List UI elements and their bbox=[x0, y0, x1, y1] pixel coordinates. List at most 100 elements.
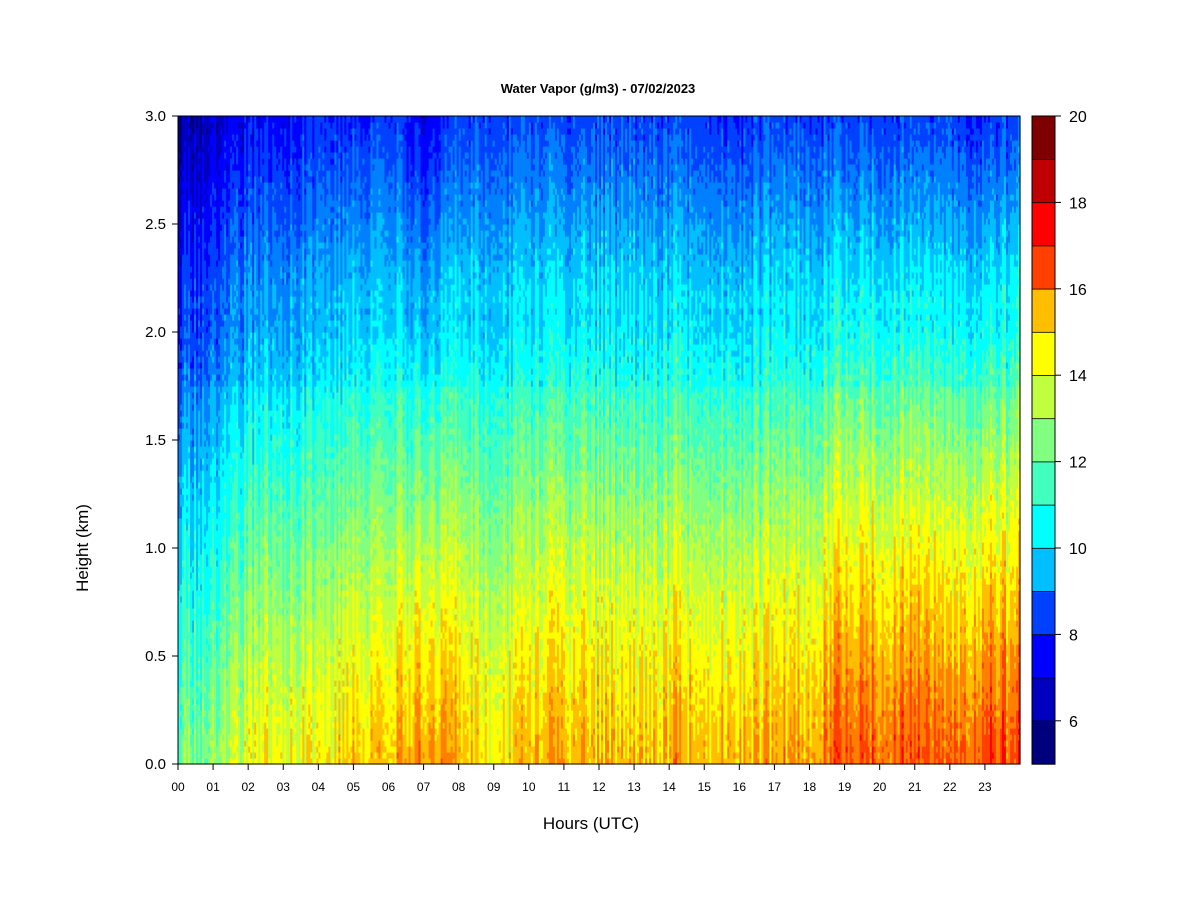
heat-cell bbox=[196, 758, 199, 765]
heat-cell bbox=[194, 668, 197, 675]
heat-cell bbox=[210, 446, 213, 453]
heat-cell bbox=[208, 542, 211, 549]
heat-cell bbox=[182, 122, 185, 129]
heat-cell bbox=[198, 488, 201, 495]
heat-cell bbox=[190, 146, 193, 153]
heat-cell bbox=[182, 446, 185, 453]
heat-cell bbox=[204, 170, 207, 177]
heat-cell bbox=[186, 746, 189, 753]
heat-cell bbox=[196, 206, 199, 213]
heat-cell bbox=[192, 284, 195, 291]
heat-cell bbox=[202, 320, 205, 327]
heat-cell bbox=[194, 134, 197, 141]
heat-cell bbox=[200, 626, 203, 633]
heat-cell bbox=[196, 470, 199, 477]
heat-cell bbox=[190, 122, 193, 129]
heat-cell bbox=[198, 698, 201, 705]
heat-cell bbox=[210, 560, 213, 567]
heat-cell bbox=[204, 704, 207, 711]
heat-cell bbox=[178, 464, 181, 471]
heat-cell bbox=[198, 386, 201, 393]
heat-cell bbox=[210, 608, 213, 615]
heat-cell bbox=[180, 746, 183, 753]
heat-cell bbox=[198, 524, 201, 531]
heat-cell bbox=[192, 248, 195, 255]
heat-cell bbox=[186, 446, 189, 453]
heat-cell bbox=[190, 650, 193, 657]
heat-cell bbox=[212, 248, 215, 255]
heat-cell bbox=[180, 398, 183, 405]
heat-cell bbox=[188, 596, 191, 603]
heat-cell bbox=[196, 506, 199, 513]
heat-cell bbox=[182, 692, 185, 699]
heat-cell bbox=[182, 536, 185, 543]
heat-cell bbox=[210, 434, 213, 441]
heat-cell bbox=[182, 380, 185, 387]
heat-cell bbox=[186, 314, 189, 321]
heat-cell bbox=[190, 752, 193, 759]
heat-cell bbox=[208, 704, 211, 711]
heat-cell bbox=[178, 734, 181, 741]
heat-cell bbox=[212, 332, 215, 339]
heat-cell bbox=[196, 722, 199, 729]
heat-cell bbox=[182, 632, 185, 639]
heat-cell bbox=[180, 440, 183, 447]
heat-cell bbox=[184, 194, 187, 201]
heat-cell bbox=[190, 356, 193, 363]
heat-cell bbox=[182, 722, 185, 729]
heat-cell bbox=[190, 602, 193, 609]
heat-cell bbox=[184, 338, 187, 345]
heat-cell bbox=[200, 668, 203, 675]
heat-cell bbox=[206, 722, 209, 729]
heat-cell bbox=[202, 260, 205, 267]
heat-cell bbox=[196, 572, 199, 579]
heat-cell bbox=[212, 716, 215, 723]
heat-cell bbox=[180, 728, 183, 735]
heat-cell bbox=[186, 188, 189, 195]
heat-cell bbox=[200, 746, 203, 753]
heat-cell bbox=[178, 710, 181, 717]
heat-cell bbox=[194, 602, 197, 609]
heat-cell bbox=[182, 698, 185, 705]
heat-cell bbox=[204, 194, 207, 201]
heat-cell bbox=[188, 746, 191, 753]
heat-cell bbox=[188, 692, 191, 699]
heat-cell bbox=[200, 686, 203, 693]
heat-cell bbox=[186, 158, 189, 165]
heat-cell bbox=[184, 404, 187, 411]
heat-cell bbox=[182, 668, 185, 675]
heat-cell bbox=[204, 656, 207, 663]
heat-cell bbox=[200, 386, 203, 393]
heat-cell bbox=[186, 200, 189, 207]
heat-cell bbox=[206, 602, 209, 609]
heat-cell bbox=[202, 740, 205, 747]
heat-cell bbox=[184, 224, 187, 231]
heat-cell bbox=[204, 386, 207, 393]
heat-cell bbox=[186, 614, 189, 621]
heat-cell bbox=[196, 482, 199, 489]
heat-cell bbox=[208, 518, 211, 525]
heat-cell bbox=[188, 470, 191, 477]
heat-cell bbox=[188, 464, 191, 471]
heat-cell bbox=[194, 392, 197, 399]
heat-cell bbox=[212, 458, 215, 465]
heat-cell bbox=[194, 656, 197, 663]
heat-cell bbox=[212, 596, 215, 603]
heat-cell bbox=[198, 632, 201, 639]
heat-cell bbox=[212, 428, 215, 435]
heat-cell bbox=[200, 140, 203, 147]
heat-cell bbox=[196, 212, 199, 219]
heat-cell bbox=[182, 152, 185, 159]
heat-cell bbox=[200, 560, 203, 567]
heat-cell bbox=[210, 728, 213, 735]
heat-cell bbox=[206, 398, 209, 405]
heat-cell bbox=[190, 248, 193, 255]
heat-cell bbox=[194, 638, 197, 645]
heat-cell bbox=[180, 368, 183, 375]
heat-cell bbox=[180, 470, 183, 477]
heat-cell bbox=[188, 524, 191, 531]
heat-cell bbox=[188, 272, 191, 279]
heat-cell bbox=[178, 746, 181, 753]
heat-cell bbox=[194, 398, 197, 405]
heat-cell bbox=[198, 188, 201, 195]
